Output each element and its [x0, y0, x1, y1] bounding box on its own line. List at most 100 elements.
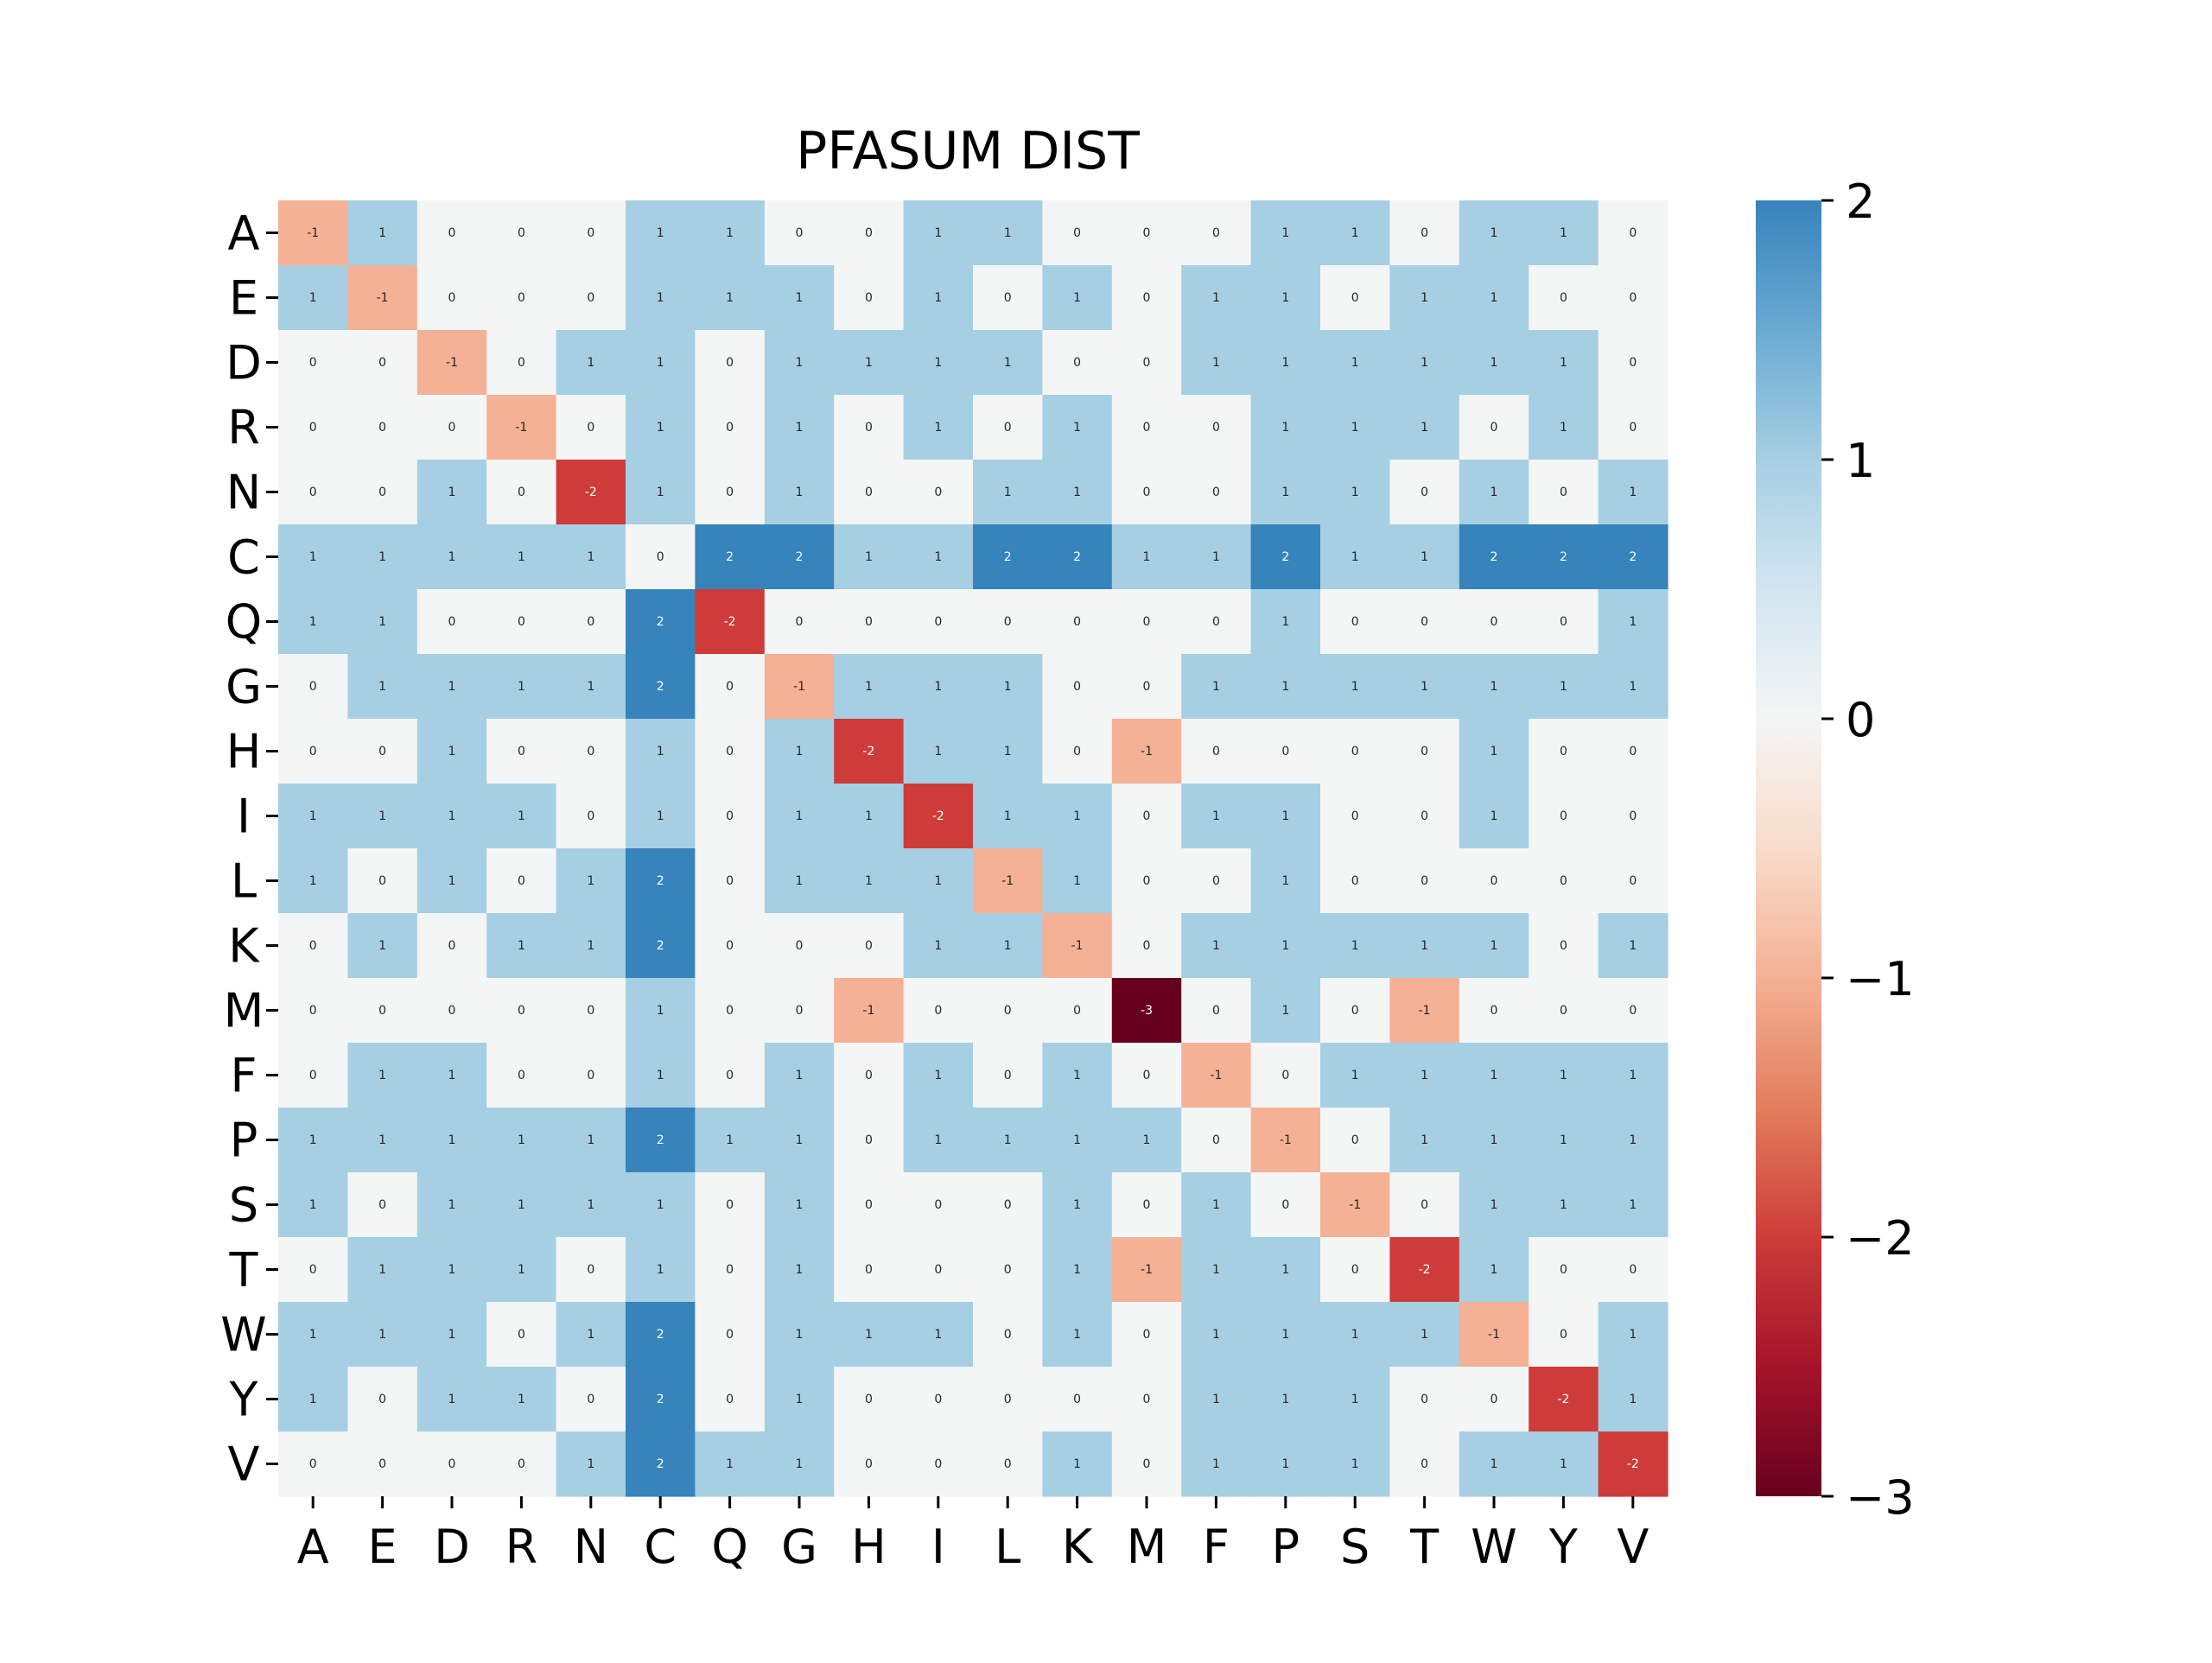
cell-annotation: 0: [1351, 809, 1359, 823]
colorbar-tick-label: 2: [1846, 175, 1875, 229]
heatmap-cell: [1181, 1367, 1252, 1432]
heatmap-cell: [416, 589, 487, 655]
cell-annotation: 0: [378, 1457, 386, 1471]
cell-annotation: 1: [309, 615, 317, 629]
heatmap-cell: [834, 913, 905, 979]
x-tick-label: R: [505, 1520, 538, 1574]
heatmap-cell: [834, 784, 905, 849]
cell-annotation: 2: [657, 874, 664, 888]
x-tick-label: D: [434, 1520, 470, 1574]
heatmap-cell: [278, 1237, 348, 1303]
heatmap-cell: [1389, 1367, 1460, 1432]
heatmap-cell: [626, 784, 696, 849]
heatmap-cell: [1042, 913, 1113, 979]
heatmap-cell: [973, 978, 1043, 1044]
cell-annotation: -2: [862, 745, 874, 759]
cell-annotation: 1: [1629, 1393, 1637, 1406]
heatmap-cell: [1111, 1043, 1182, 1108]
cell-annotation: 1: [1073, 421, 1081, 435]
cell-annotation: 0: [378, 1004, 386, 1018]
cell-annotation: 1: [934, 1133, 942, 1147]
cell-annotation: 2: [657, 1393, 664, 1406]
cell-annotation: -2: [932, 809, 944, 823]
cell-annotation: 0: [1143, 809, 1151, 823]
x-tick-label: F: [1203, 1520, 1230, 1574]
cell-annotation: 2: [1281, 550, 1289, 564]
cell-annotation: 0: [587, 421, 594, 435]
heatmap-cell: [764, 200, 835, 266]
heatmap-cell: [1111, 1431, 1182, 1497]
heatmap-cell: [1529, 265, 1599, 331]
cell-annotation: 1: [1212, 809, 1220, 823]
heatmap-cell: [347, 913, 418, 979]
y-tick-label: N: [226, 466, 261, 520]
heatmap-cell: [1459, 200, 1529, 266]
cell-annotation: 0: [1629, 1004, 1637, 1018]
cell-annotation: 1: [1212, 1263, 1220, 1277]
cell-annotation: 1: [448, 1069, 456, 1082]
heatmap-cell: [1529, 1108, 1599, 1173]
heatmap-cell: [1389, 395, 1460, 460]
colorbar: −3 −2 −1 0 1 2: [1756, 175, 1915, 1525]
cell-annotation: 1: [865, 874, 873, 888]
heatmap-cell: [626, 265, 696, 331]
cell-annotation: 1: [448, 680, 456, 694]
heatmap-cell: [278, 1108, 348, 1173]
heatmap-cell: [1320, 395, 1390, 460]
heatmap-cell: [556, 460, 626, 525]
heatmap-cell: [834, 978, 905, 1044]
cell-annotation: 1: [1073, 1328, 1081, 1342]
cell-annotation: -1: [1001, 874, 1014, 888]
cell-annotation: 0: [1560, 291, 1567, 305]
heatmap-cell: [973, 1302, 1043, 1368]
cell-annotation: 0: [587, 1263, 594, 1277]
cell-annotation: -1: [515, 421, 527, 435]
cell-annotation: 0: [587, 615, 594, 629]
cell-annotation: 0: [1004, 615, 1012, 629]
heatmap-cell: [1250, 1043, 1321, 1108]
heatmap-cell: [416, 848, 487, 914]
heatmap-annotations: -1 1 0 0 0 1 1 0 0 1 1 0 0 0 1 1 0 1 1 0 1 -1 0 0 0 1 1 1 0 1 0 1 0 1 1 0 1 1…: [307, 226, 1639, 1471]
heatmap-cell: [347, 719, 418, 784]
heatmap-cell: [278, 330, 348, 396]
heatmap-cell: [834, 1172, 905, 1238]
heatmap-cell: [1111, 784, 1182, 849]
cell-annotation: 1: [934, 421, 942, 435]
heatmap-cell: [556, 654, 626, 720]
colorbar-tick-label: −1: [1846, 952, 1915, 1006]
cell-annotation: 0: [1560, 1263, 1567, 1277]
heatmap-cell: [626, 330, 696, 396]
cell-annotation: 1: [1212, 939, 1220, 953]
heatmap-cell: [695, 1108, 766, 1173]
heatmap-cell: [1250, 1108, 1321, 1173]
y-tick-label: I: [237, 790, 251, 844]
heatmap-cell: [1459, 1172, 1529, 1238]
cell-annotation: 0: [1351, 1133, 1359, 1147]
colorbar-tick-label: 1: [1846, 434, 1875, 488]
heatmap-cell: [834, 848, 905, 914]
cell-annotation: 1: [587, 1133, 594, 1147]
heatmap-cell: [347, 1043, 418, 1108]
cell-annotation: 1: [587, 680, 594, 694]
cell-annotation: 1: [1491, 291, 1498, 305]
cell-annotation: 0: [587, 809, 594, 823]
cell-annotation: 0: [796, 615, 804, 629]
cell-annotation: 2: [1073, 550, 1081, 564]
x-tick-label: L: [995, 1520, 1020, 1574]
cell-annotation: 1: [1560, 421, 1567, 435]
heatmap-cell: [556, 1108, 626, 1173]
heatmap-cell: [1389, 460, 1460, 525]
heatmap-cell: [1389, 978, 1460, 1044]
heatmap-cell: [834, 395, 905, 460]
cell-annotation: 1: [1421, 1069, 1428, 1082]
cell-annotation: 0: [518, 226, 525, 240]
heatmap-cell: [556, 784, 626, 849]
heatmap-cell: [695, 1367, 766, 1432]
heatmap-cell: [834, 1043, 905, 1108]
y-tick-label: H: [226, 725, 262, 779]
cell-annotation: 1: [309, 1133, 317, 1147]
heatmap-cell: [1598, 1237, 1669, 1303]
heatmap-cell: [416, 460, 487, 525]
cell-annotation: 0: [1560, 1004, 1567, 1018]
heatmap-cell: [1389, 330, 1460, 396]
